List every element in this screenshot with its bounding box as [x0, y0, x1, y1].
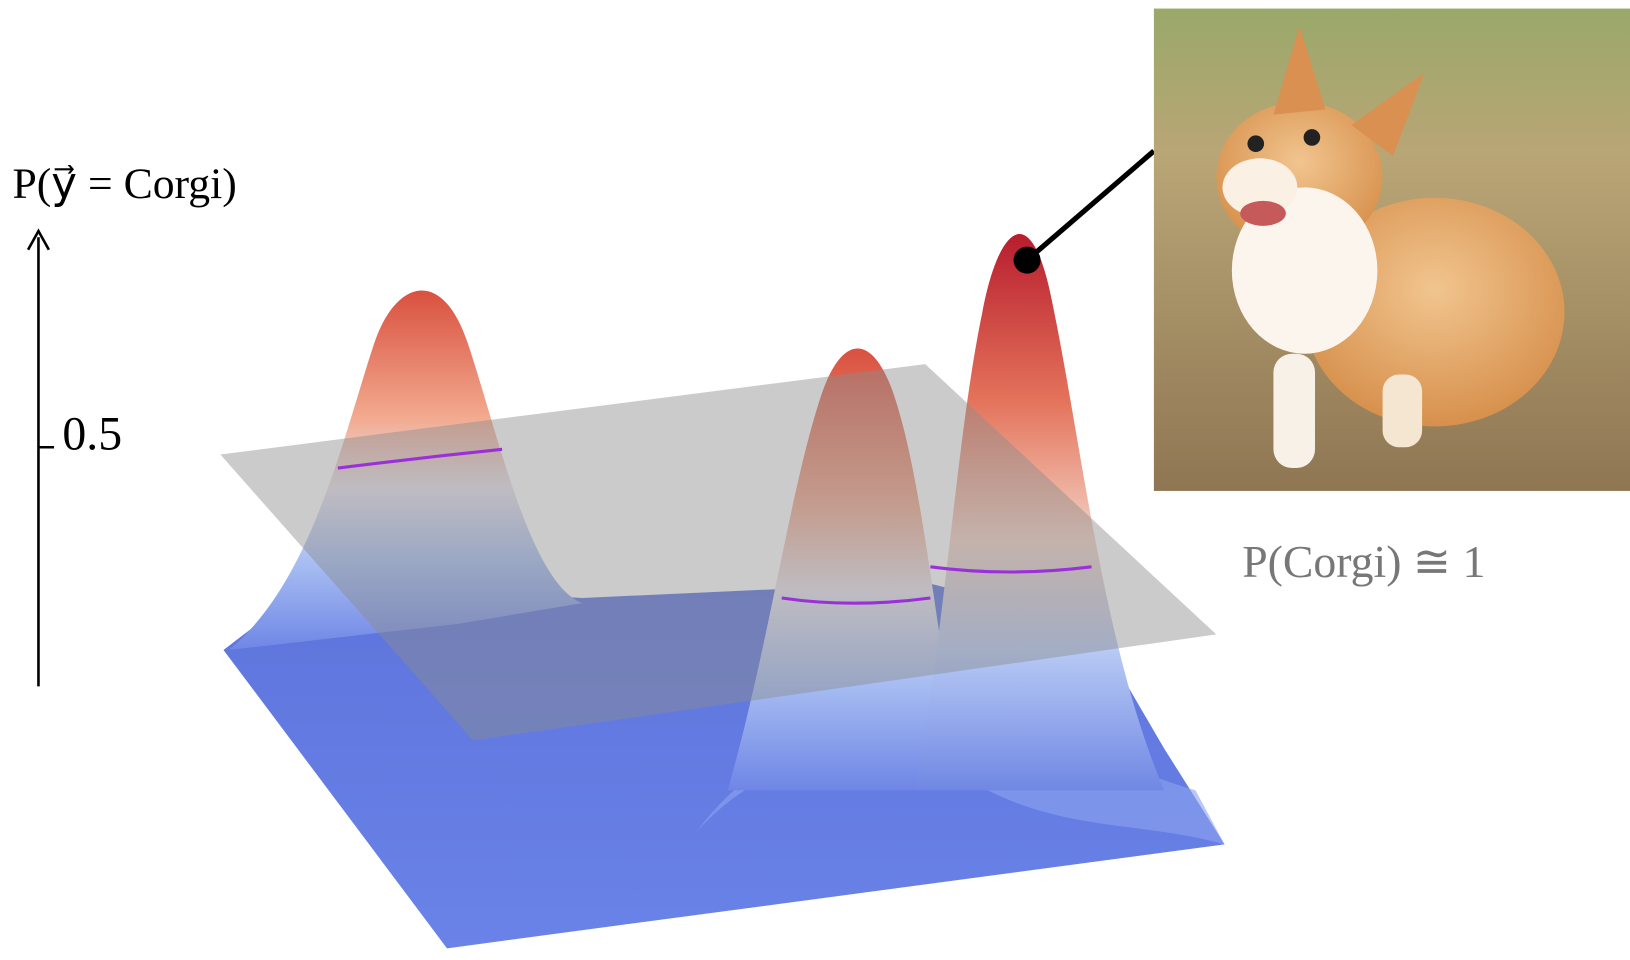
corgi-photo — [1154, 9, 1630, 491]
tick-label: 0.5 — [62, 407, 122, 460]
page: P(y⃗ = Corgi) 0.5 P(Corgi) ≅ 1 (() => { … — [0, 0, 1630, 960]
pointer-dot — [1014, 247, 1041, 274]
illustration: P(y⃗ = Corgi) 0.5 P(Corgi) ≅ 1 — [0, 0, 1630, 960]
pointer-line — [1027, 151, 1154, 260]
annotation: P(Corgi) ≅ 1 — [1242, 536, 1485, 587]
axis-label: P(y⃗ = Corgi) — [12, 160, 236, 208]
